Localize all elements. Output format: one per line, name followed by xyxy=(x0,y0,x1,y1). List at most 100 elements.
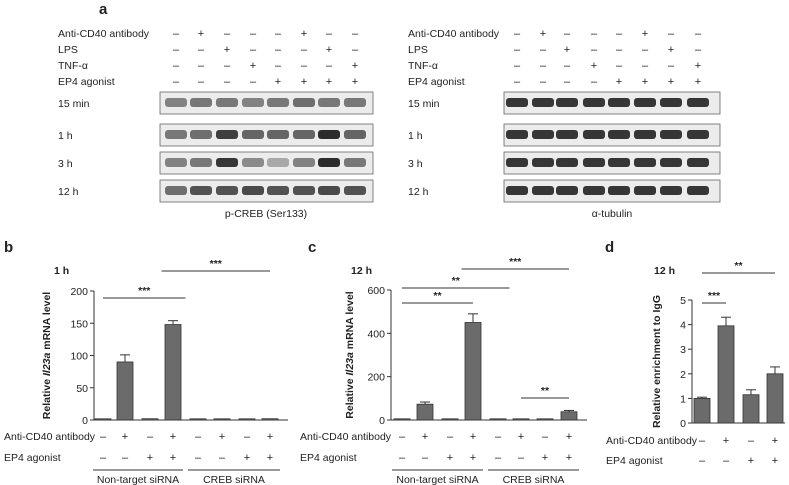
treatment-sign: – xyxy=(564,28,571,40)
time-label: 12 h xyxy=(654,265,675,277)
bar xyxy=(766,373,784,424)
treatment-sign: – xyxy=(564,76,571,88)
treatment-sign: + xyxy=(326,44,332,56)
treatment-label-left: EP4 agonist xyxy=(58,76,115,88)
bar xyxy=(261,418,279,421)
treatment-sign: – xyxy=(195,452,202,464)
treatment-sign: – xyxy=(514,44,521,56)
bar xyxy=(560,411,578,421)
treatment-sign: – xyxy=(591,44,598,56)
treatment-sign: – xyxy=(198,44,205,56)
treatment-sign: + xyxy=(275,76,281,88)
treatment-sign: – xyxy=(514,60,521,72)
treatment-sign: – xyxy=(195,431,202,443)
treatment-sign: + xyxy=(668,76,674,88)
blot-band xyxy=(267,186,289,195)
treatment-sign: – xyxy=(326,28,333,40)
blot-band xyxy=(190,98,212,107)
treatment-sign: + xyxy=(642,76,648,88)
treatment-sign: + xyxy=(642,28,648,40)
treatment-sign: + xyxy=(170,431,176,443)
treatment-sign: – xyxy=(642,44,649,56)
blot-band xyxy=(190,158,212,167)
significance-label: *** xyxy=(708,290,721,302)
blot-band xyxy=(267,158,289,167)
treatment-sign: – xyxy=(352,28,359,40)
blot-band xyxy=(165,186,187,195)
treatment-label-right: LPS xyxy=(408,44,428,56)
treatment-sign: – xyxy=(301,60,308,72)
treatment-sign: + xyxy=(566,431,572,443)
blot-band xyxy=(506,158,528,167)
treatment-sign: + xyxy=(566,452,572,464)
treatment-sign: – xyxy=(542,431,549,443)
treatment-sign: + xyxy=(772,435,778,447)
treatment-sign: – xyxy=(301,44,308,56)
blot-band xyxy=(634,130,656,139)
time-label-left: 3 h xyxy=(58,158,73,170)
bar xyxy=(489,418,507,421)
treatment-sign: – xyxy=(591,28,598,40)
chart-c: c 12 h 0 200 400 600 Relative Il23a mRNA level… xyxy=(300,239,587,485)
blot-band xyxy=(687,158,709,167)
panel-a-label: a xyxy=(99,1,108,18)
y-tick-label: 200 xyxy=(367,372,385,384)
blot-band xyxy=(165,98,187,107)
treatment-sign: + xyxy=(198,28,204,40)
blot-band xyxy=(190,186,212,195)
treatment-sign: – xyxy=(173,44,180,56)
treatment-sign: – xyxy=(198,76,205,88)
blot-strip-left xyxy=(159,151,374,175)
blot-band xyxy=(216,186,238,195)
blot-band xyxy=(318,98,340,107)
treatment-sign: + xyxy=(224,44,230,56)
time-label-left: 12 h xyxy=(58,186,79,198)
bar xyxy=(512,418,530,421)
treatment-sign: + xyxy=(352,76,358,88)
treatment-sign: – xyxy=(495,431,502,443)
bar xyxy=(693,397,711,424)
treatment-sign: – xyxy=(224,60,231,72)
treatment-sign: + xyxy=(616,76,622,88)
time-label: 1 h xyxy=(54,265,69,277)
treatment-label-right: EP4 agonist xyxy=(408,76,465,88)
treatment-sign: – xyxy=(695,28,702,40)
blot-band xyxy=(293,130,315,139)
treatment-sign: + xyxy=(668,44,674,56)
y-axis-label: Relative Il23a mRNA level xyxy=(41,292,53,420)
blot-band xyxy=(660,98,682,107)
treatment-label-right: TNF-α xyxy=(408,60,438,72)
treatment-sign: + xyxy=(250,60,256,72)
treatment-sign: – xyxy=(518,452,525,464)
treatment-label-left: Anti-CD40 antibody xyxy=(58,28,150,40)
blot-band xyxy=(293,98,315,107)
blot-band xyxy=(687,98,709,107)
blot-band xyxy=(634,186,656,195)
treatment-sign: – xyxy=(699,455,706,467)
treatment-sign: – xyxy=(447,431,454,443)
bar xyxy=(536,418,554,421)
blot-band xyxy=(293,186,315,195)
y-tick-label: 400 xyxy=(367,328,385,340)
treatment-sign: – xyxy=(326,60,333,72)
treatment-sign: + xyxy=(447,452,453,464)
blot-band xyxy=(165,158,187,167)
y-tick-label: 50 xyxy=(76,383,88,395)
blot-band xyxy=(506,98,528,107)
blot-band xyxy=(318,158,340,167)
treatment-sign: – xyxy=(173,60,180,72)
treatment-sign: – xyxy=(250,44,257,56)
treatment-sign: – xyxy=(495,452,502,464)
blot-band xyxy=(583,158,605,167)
treatment-sign: – xyxy=(250,76,257,88)
blot-band xyxy=(532,98,554,107)
treatment-sign: – xyxy=(399,452,406,464)
significance-label: ** xyxy=(433,290,442,302)
treatment-sign: – xyxy=(668,60,675,72)
bar xyxy=(742,394,760,424)
treatment-sign: + xyxy=(564,44,570,56)
treatment-sign: – xyxy=(695,44,702,56)
blot-band xyxy=(242,186,264,195)
